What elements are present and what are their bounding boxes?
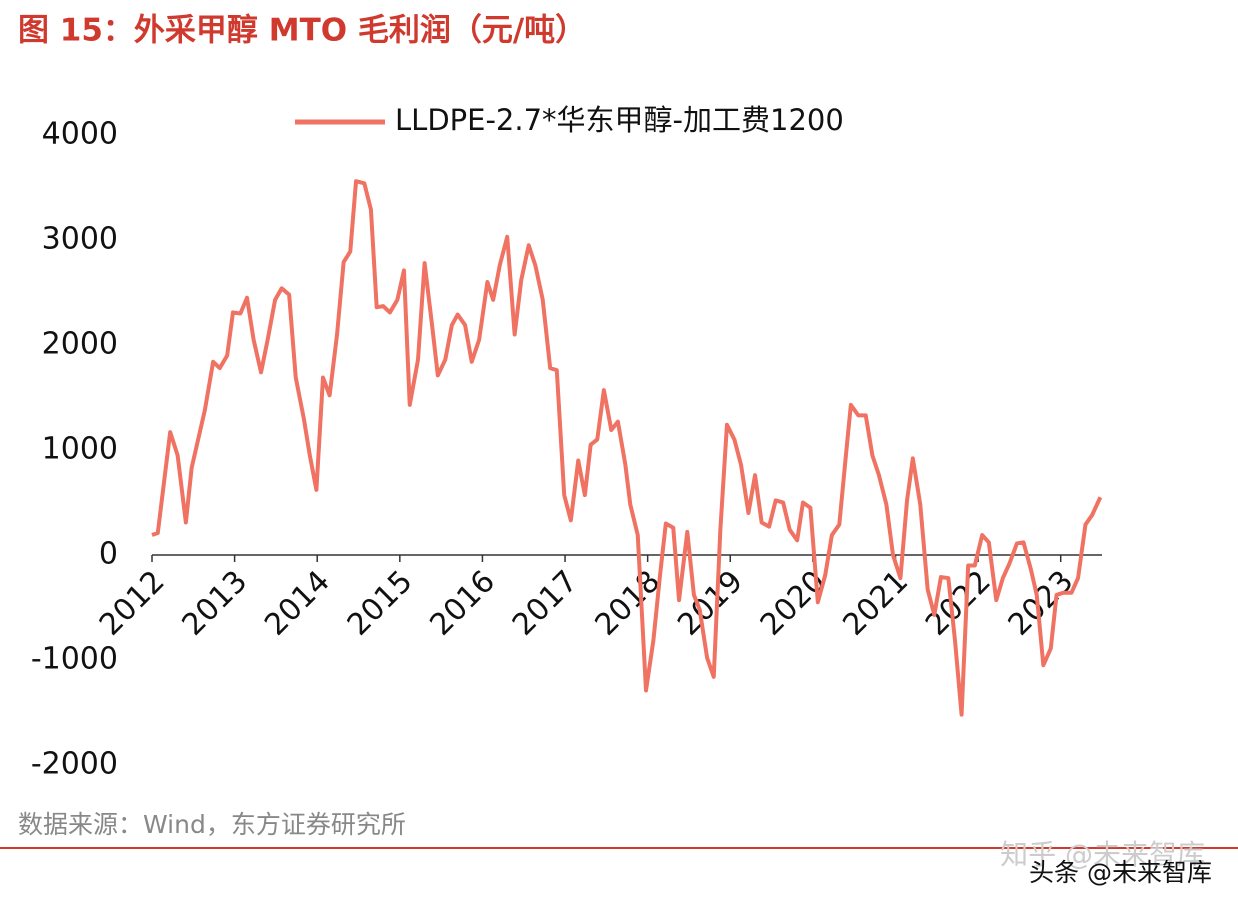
y-tick-label: 0 [99,537,118,572]
watermark: 知乎 @未来智库 [1000,838,1205,871]
y-tick-label: -1000 [31,642,118,677]
watermark: 头条 @未来智库 [1029,858,1212,887]
x-tick-label: 2021 [836,564,915,643]
x-tick-label: 2014 [258,564,337,643]
x-tick-label: 2015 [341,564,420,643]
x-tick-label: 2012 [93,564,172,643]
legend-label: LLDPE-2.7*华东甲醇-加工费1200 [395,103,844,137]
y-tick-label: 1000 [42,432,118,467]
y-tick-label: 3000 [42,222,118,257]
series-line [151,179,1103,717]
x-tick-label: 2017 [506,564,585,643]
y-tick-label: -2000 [31,747,118,782]
source-note: 数据来源：Wind，东方证券研究所 [18,810,406,839]
chart-title: 图 15：外采甲醇 MTO 毛利润（元/吨） [18,13,586,49]
y-tick-label: 2000 [42,327,118,362]
x-tick-label: 2020 [754,564,833,643]
x-tick-label: 2013 [176,564,255,643]
y-tick-label: 4000 [42,117,118,152]
x-tick-label: 2016 [423,564,502,643]
